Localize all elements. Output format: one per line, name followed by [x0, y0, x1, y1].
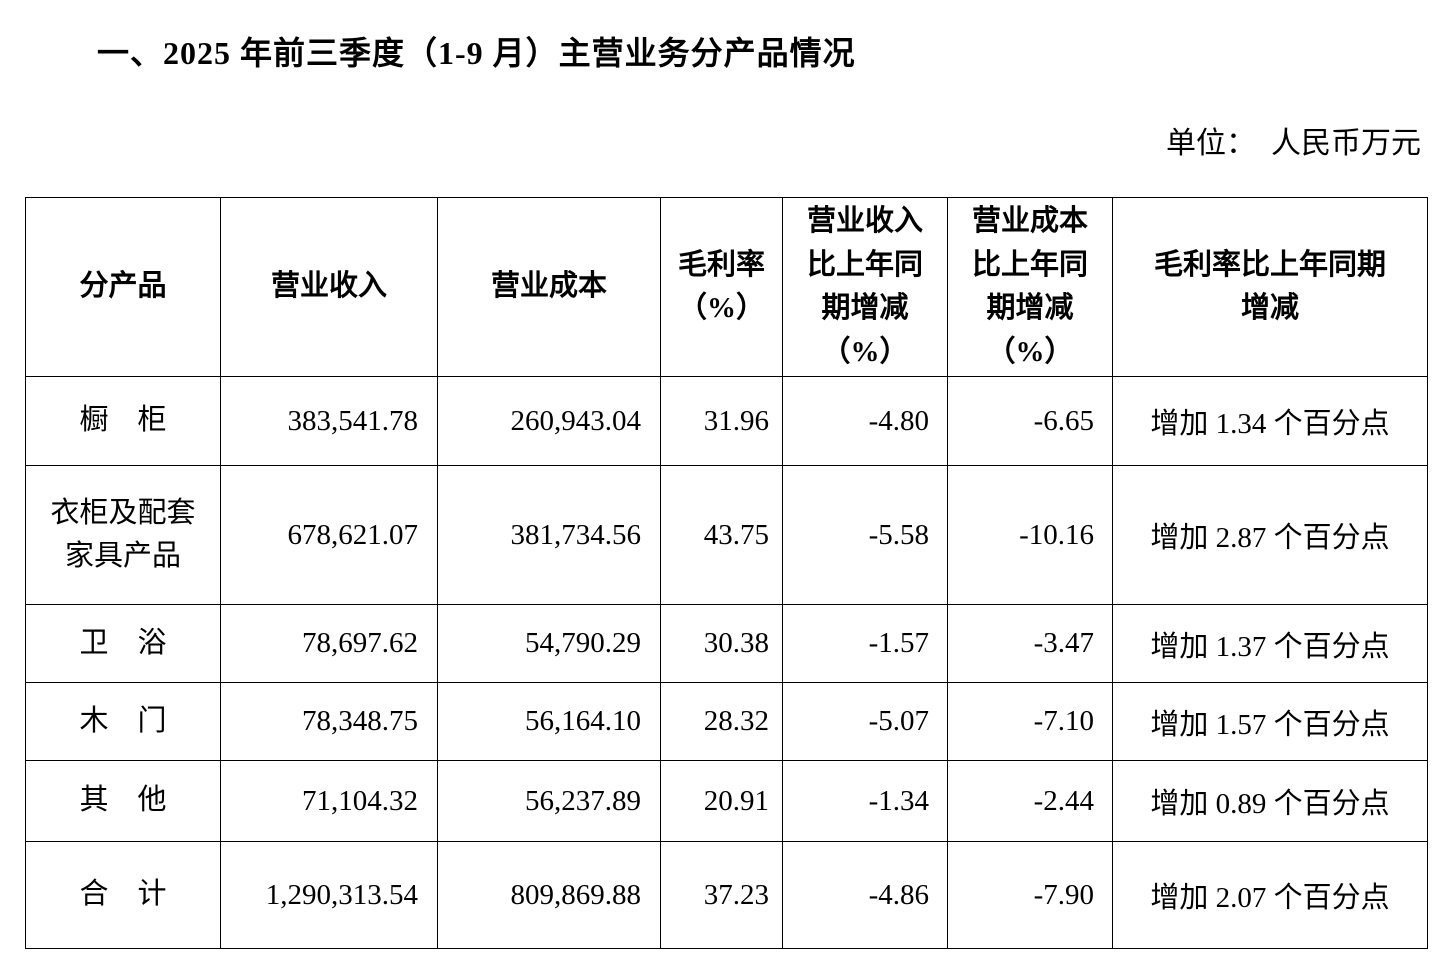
header-cost-yoy: 营业成本 比上年同 期增减 （%） [947, 197, 1113, 377]
header-row: 分产品 营业收入 营业成本 毛利率 （%） 营业收入 比上年同 期增减 （%） … [25, 197, 1428, 377]
revenue-yoy-cell: -1.34 [782, 760, 948, 842]
unit-label: 单位： 人民币万元 [1166, 127, 1421, 160]
cost-yoy-cell: -6.65 [947, 376, 1113, 466]
header-revenue: 营业收入 [220, 197, 438, 377]
cost-yoy-cell: -2.44 [947, 760, 1113, 842]
header-margin-change: 毛利率比上年同期 增减 [1112, 197, 1428, 377]
cost-yoy-cell: -7.10 [947, 682, 1113, 761]
revenue-cell: 1,290,313.54 [220, 841, 438, 949]
margin-change-cell: 增加 1.34 个百分点 [1112, 376, 1428, 466]
cost-yoy-cell: -3.47 [947, 604, 1113, 683]
margin-change-cell: 增加 0.89 个百分点 [1112, 760, 1428, 842]
gross-margin-cell: 43.75 [660, 465, 783, 605]
table-row: 其 他 71,104.32 56,237.89 20.91 -1.34 -2.4… [25, 760, 1428, 842]
product-cell: 木 门 [25, 682, 221, 761]
cost-cell: 809,869.88 [437, 841, 661, 949]
revenue-cell: 678,621.07 [220, 465, 438, 605]
revenue-cell: 71,104.32 [220, 760, 438, 842]
header-product: 分产品 [25, 197, 221, 377]
revenue-yoy-cell: -4.86 [782, 841, 948, 949]
header-cost: 营业成本 [437, 197, 661, 377]
margin-change-cell: 增加 1.37 个百分点 [1112, 604, 1428, 683]
cost-cell: 56,164.10 [437, 682, 661, 761]
gross-margin-cell: 37.23 [660, 841, 783, 949]
product-cell: 衣柜及配套 家具产品 [25, 465, 221, 605]
cost-cell: 260,943.04 [437, 376, 661, 466]
products-table: 分产品 营业收入 营业成本 毛利率 （%） 营业收入 比上年同 期增减 （%） … [25, 197, 1428, 949]
cost-cell: 381,734.56 [437, 465, 661, 605]
gross-margin-cell: 31.96 [660, 376, 783, 466]
table-row: 橱 柜 383,541.78 260,943.04 31.96 -4.80 -6… [25, 376, 1428, 466]
gross-margin-cell: 20.91 [660, 760, 783, 842]
revenue-cell: 78,348.75 [220, 682, 438, 761]
gross-margin-cell: 28.32 [660, 682, 783, 761]
cost-cell: 54,790.29 [437, 604, 661, 683]
cost-cell: 56,237.89 [437, 760, 661, 842]
revenue-cell: 78,697.62 [220, 604, 438, 683]
table-row: 卫 浴 78,697.62 54,790.29 30.38 -1.57 -3.4… [25, 604, 1428, 683]
product-cell: 卫 浴 [25, 604, 221, 683]
table-row: 木 门 78,348.75 56,164.10 28.32 -5.07 -7.1… [25, 682, 1428, 761]
revenue-yoy-cell: -4.80 [782, 376, 948, 466]
table-row: 衣柜及配套 家具产品 678,621.07 381,734.56 43.75 -… [25, 465, 1428, 605]
product-cell: 橱 柜 [25, 376, 221, 466]
margin-change-cell: 增加 2.07 个百分点 [1112, 841, 1428, 949]
total-row: 合 计 1,290,313.54 809,869.88 37.23 -4.86 … [25, 841, 1428, 949]
margin-change-cell: 增加 2.87 个百分点 [1112, 465, 1428, 605]
cost-yoy-cell: -10.16 [947, 465, 1113, 605]
header-revenue-yoy: 营业收入 比上年同 期增减 （%） [782, 197, 948, 377]
page-title: 一、2025 年前三季度（1-9 月）主营业务分产品情况 [97, 35, 856, 71]
header-gross-margin: 毛利率 （%） [660, 197, 783, 377]
product-cell: 合 计 [25, 841, 221, 949]
gross-margin-cell: 30.38 [660, 604, 783, 683]
product-cell: 其 他 [25, 760, 221, 842]
cost-yoy-cell: -7.90 [947, 841, 1113, 949]
revenue-cell: 383,541.78 [220, 376, 438, 466]
revenue-yoy-cell: -5.07 [782, 682, 948, 761]
margin-change-cell: 增加 1.57 个百分点 [1112, 682, 1428, 761]
revenue-yoy-cell: -1.57 [782, 604, 948, 683]
revenue-yoy-cell: -5.58 [782, 465, 948, 605]
